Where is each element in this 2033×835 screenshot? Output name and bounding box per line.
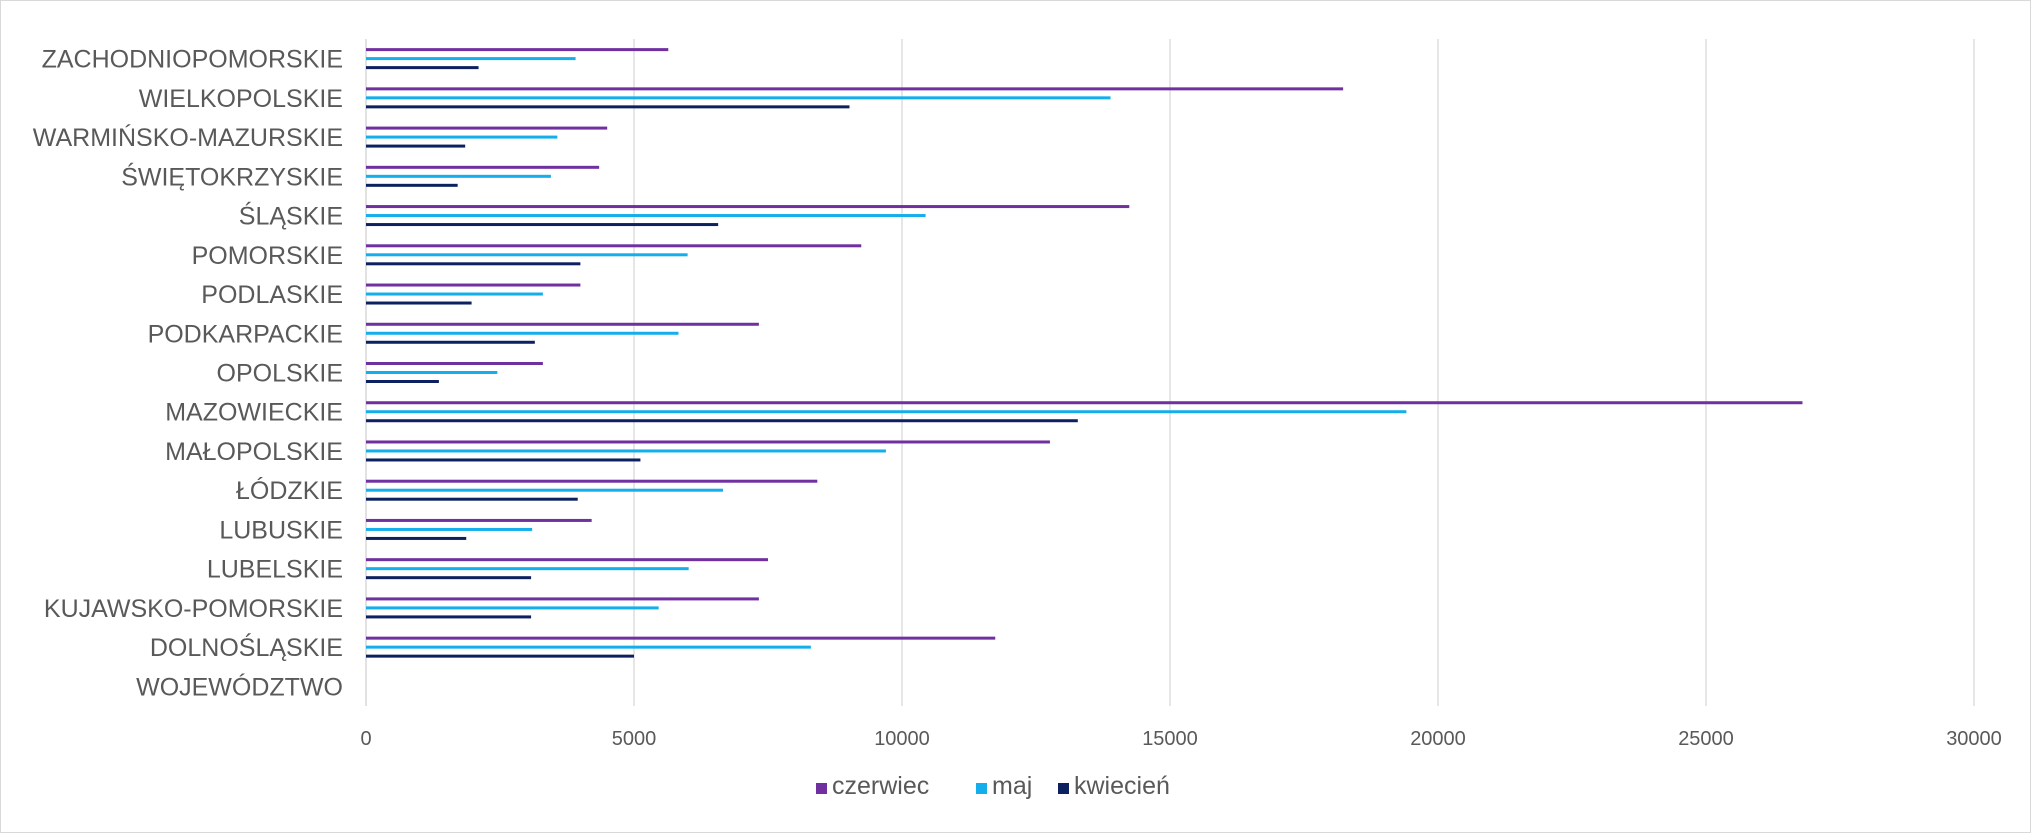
legend-entry[interactable]: maj xyxy=(976,772,1032,800)
bar-maj xyxy=(366,292,543,296)
bar-czerwiec xyxy=(366,518,592,522)
bar-maj xyxy=(366,488,723,492)
legend[interactable]: czerwiec maj kwiecień xyxy=(816,772,1170,800)
bar-kwiecień xyxy=(366,301,472,305)
x-tick-label: 30000 xyxy=(1946,728,2002,750)
legend-swatch xyxy=(976,783,987,794)
x-tick-label: 0 xyxy=(360,728,371,750)
bar-kwiecień xyxy=(366,262,581,266)
category-labels: WOJEWÓDZTWO DOLNOŚLĄSKIE KUJAWSKO-POMORSKI… xyxy=(33,46,343,702)
bar-czerwiec xyxy=(366,362,543,365)
category-label: ŁÓDZKIE xyxy=(236,476,343,505)
bar-maj xyxy=(366,96,1111,100)
x-tick-label: 5000 xyxy=(612,728,657,750)
category-label: WARMIŃSKO-MAZURSKIE xyxy=(33,123,343,152)
bar-kwiecień xyxy=(366,380,439,383)
bar-kwiecień xyxy=(366,419,1078,423)
bar-czerwiec xyxy=(366,87,1344,91)
category-label: PODKARPACKIE xyxy=(148,320,343,348)
category-label: KUJAWSKO-POMORSKIE xyxy=(44,595,343,623)
legend-label: czerwiec xyxy=(832,772,929,800)
x-tick-label: 10000 xyxy=(874,728,930,750)
bar-maj xyxy=(366,214,926,218)
bar-czerwiec xyxy=(366,558,768,562)
category-label: PODLASKIE xyxy=(201,281,343,309)
bar-maj xyxy=(366,174,551,178)
bar-kwiecień xyxy=(366,458,641,462)
x-tick-label: 25000 xyxy=(1678,728,1734,750)
bar-kwiecień xyxy=(366,66,479,70)
bar-czerwiec xyxy=(366,48,669,52)
bar-kwiecień xyxy=(366,183,458,187)
legend-swatch xyxy=(816,783,827,794)
category-label: ŚLĄSKIE xyxy=(239,201,343,231)
bar-maj xyxy=(366,57,576,61)
bar-czerwiec xyxy=(366,205,1130,209)
bar-maj xyxy=(366,567,689,571)
bar-czerwiec xyxy=(366,479,818,483)
bar-kwiecień xyxy=(366,497,578,501)
bar-czerwiec xyxy=(366,283,581,287)
bar-kwiecień xyxy=(366,536,467,540)
bars xyxy=(366,48,1803,658)
bar-kwiecień xyxy=(366,615,532,619)
bar-maj xyxy=(366,410,1407,414)
category-label: WIELKOPOLSKIE xyxy=(139,85,343,113)
gridlines xyxy=(633,39,1975,706)
bar-maj xyxy=(366,527,533,531)
bar-czerwiec xyxy=(366,322,759,326)
bar-czerwiec xyxy=(366,165,600,169)
bar-kwiecień xyxy=(366,654,634,658)
bar-kwiecień xyxy=(366,223,719,227)
category-label: LUBELSKIE xyxy=(207,556,343,584)
legend-label: kwiecień xyxy=(1074,772,1170,800)
bar-czerwiec xyxy=(366,126,608,130)
category-label: WOJEWÓDZTWO xyxy=(136,672,343,701)
legend-entry[interactable]: kwiecień xyxy=(1058,772,1170,800)
x-tick-label: 20000 xyxy=(1410,728,1466,750)
bar-kwiecień xyxy=(366,105,850,109)
bar-maj xyxy=(366,449,886,453)
bar-maj xyxy=(366,135,558,139)
bar-czerwiec xyxy=(366,401,1803,405)
x-tick-label: 15000 xyxy=(1142,728,1198,750)
bar-kwiecień xyxy=(366,340,535,344)
category-label: POMORSKIE xyxy=(192,242,343,270)
bar-czerwiec xyxy=(366,597,759,601)
bar-maj xyxy=(366,253,688,257)
category-label: DOLNOŚLĄSKIE xyxy=(150,632,343,662)
category-label: LUBUSKIE xyxy=(219,516,343,544)
bar-maj xyxy=(366,645,811,649)
x-tick-labels: 0 5000 10000 15000 20000 25000 30000 xyxy=(360,728,2001,750)
legend-entry[interactable]: czerwiec xyxy=(816,772,929,800)
category-label: OPOLSKIE xyxy=(217,360,343,388)
bar-maj xyxy=(366,331,679,335)
category-label: ZACHODNIOPOMORSKIE xyxy=(42,46,343,74)
bar-maj xyxy=(366,606,659,610)
bar-czerwiec xyxy=(366,636,996,640)
bar-maj xyxy=(366,371,498,374)
category-label: ŚWIĘTOKRZYSKIE xyxy=(121,161,343,191)
bar-kwiecień xyxy=(366,144,466,148)
legend-swatch xyxy=(1058,783,1069,794)
legend-label: maj xyxy=(992,772,1032,800)
category-label: MAZOWIECKIE xyxy=(165,399,343,427)
bar-czerwiec xyxy=(366,440,1050,444)
category-label: MAŁOPOLSKIE xyxy=(165,438,343,466)
bar-kwiecień xyxy=(366,576,532,580)
bar-czerwiec xyxy=(366,244,862,248)
